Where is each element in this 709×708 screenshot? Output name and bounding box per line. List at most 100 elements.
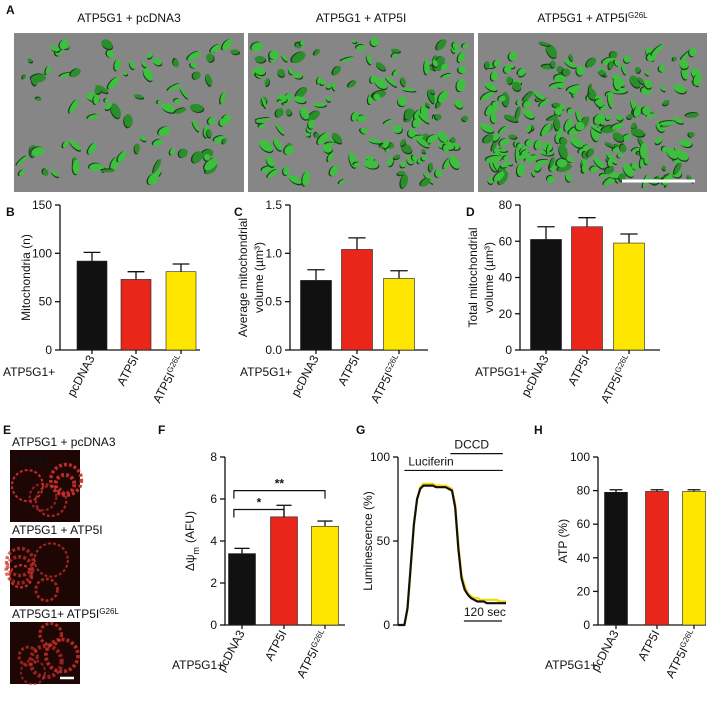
mitochondrion xyxy=(424,59,430,75)
mitochondrion xyxy=(167,83,181,92)
mitochondrion xyxy=(357,115,367,123)
mitochondrion xyxy=(387,157,394,167)
mitochondrion xyxy=(400,77,406,86)
group-label: ATP5G1+ xyxy=(172,658,224,672)
category-label-main: ATP5I xyxy=(565,353,593,388)
mitochondrion xyxy=(515,106,521,121)
mitochondrion xyxy=(62,140,69,148)
category-label-main: ATP5I xyxy=(294,645,322,680)
mitochondrion xyxy=(427,89,435,104)
mitochondrion xyxy=(538,41,550,46)
image-caption-sup: G26L xyxy=(99,607,119,616)
category-label: ATP5I xyxy=(335,353,363,388)
mitochondrion xyxy=(449,155,460,169)
mitochondrion xyxy=(261,97,267,108)
mitochondrion xyxy=(508,134,517,139)
time-scale-label: 120 sec xyxy=(464,605,506,619)
mitochondrion xyxy=(299,40,306,46)
image-title-sup: G26L xyxy=(628,11,648,20)
mitochondrion xyxy=(397,96,407,106)
mitochondrion xyxy=(499,126,508,134)
mitochondrion xyxy=(374,77,388,89)
y-axis-label-sub: m xyxy=(191,547,201,555)
mitochondrion xyxy=(277,100,283,104)
cell-ring xyxy=(4,555,35,585)
mitochondrion xyxy=(427,134,439,144)
mitochondrion xyxy=(594,99,602,104)
mitochondrion xyxy=(566,84,582,93)
mitochondrion xyxy=(534,139,542,150)
mitochondrion xyxy=(499,138,509,147)
image-caption-main: ATP5G1 + ATP5I xyxy=(12,523,103,537)
image-title: ATP5G1 + ATP5I xyxy=(316,11,407,25)
mitochondrion xyxy=(288,67,294,75)
mitochondrion xyxy=(484,60,490,69)
mitochondrion xyxy=(416,137,430,148)
mitochondrion xyxy=(16,155,28,166)
mitochondrion xyxy=(633,105,642,118)
category-label-main: ATP5I xyxy=(663,645,691,680)
bar xyxy=(530,239,562,351)
mitochondrion xyxy=(612,132,624,142)
mitochondrion xyxy=(348,80,357,88)
mitochondrion xyxy=(507,161,513,166)
mitochondrion xyxy=(550,82,565,89)
cell-ring xyxy=(4,546,36,578)
mitochondrion xyxy=(607,93,614,108)
mitochondrion xyxy=(275,108,284,118)
mitochondrion xyxy=(308,110,321,122)
mitochondrion xyxy=(547,176,555,183)
mitochondrion xyxy=(72,159,80,175)
mitochondrion xyxy=(637,77,645,85)
y-axis-label: Total mitochondrial xyxy=(466,227,480,327)
mitochondrion xyxy=(275,123,285,135)
significance-bracket xyxy=(233,490,326,499)
mitochondrion xyxy=(679,139,692,147)
mitochondrion xyxy=(325,96,331,102)
image-title: ATP5G1 + pcDNA3 xyxy=(77,11,181,25)
mitochondrion xyxy=(293,96,306,103)
mitochondrion xyxy=(254,56,266,63)
mitochondrion xyxy=(578,144,590,154)
mitochondrion xyxy=(308,119,316,129)
mitochondrion xyxy=(157,100,162,105)
mitochondrion xyxy=(631,147,641,153)
category-label-main: pcDNA3 xyxy=(288,353,321,399)
mitochondrion xyxy=(399,139,406,146)
y-axis-label: volume (µm³) xyxy=(482,242,496,313)
mitochondrion xyxy=(35,97,42,101)
mitochondrion xyxy=(313,102,326,107)
mitochondrion xyxy=(174,99,181,104)
mitochondrion xyxy=(254,66,266,75)
mitochondrion xyxy=(546,43,558,58)
mitochondrion xyxy=(504,65,512,74)
cell-ring xyxy=(17,645,39,667)
mitochondrion xyxy=(392,69,399,76)
mitochondrion xyxy=(329,165,339,177)
mitochondrion xyxy=(390,48,401,53)
mitochondrion xyxy=(531,170,536,177)
image-caption-main: ATP5G1 + pcDNA3 xyxy=(12,435,116,449)
mitochondrion xyxy=(133,94,144,99)
y-axis-label: Mitochondria (n) xyxy=(19,234,33,321)
mitochondrion xyxy=(518,69,527,77)
mitochondrion xyxy=(421,155,428,161)
mitochondrion xyxy=(88,142,97,155)
mitochondrion xyxy=(630,128,645,137)
mitochondrion xyxy=(251,42,264,52)
mitochondrion xyxy=(501,91,510,107)
bar xyxy=(383,278,415,351)
mitochondrion xyxy=(178,148,188,158)
bar xyxy=(270,516,298,626)
mitochondrion xyxy=(661,165,666,170)
bar xyxy=(165,271,197,351)
mitochondrion xyxy=(104,98,110,103)
category-label-main: pcDNA3 xyxy=(64,353,97,399)
mitochondrion xyxy=(604,142,615,148)
mitochondrion xyxy=(161,103,176,113)
mitochondrion xyxy=(265,155,275,167)
cell-ring xyxy=(34,577,59,602)
mitochondrion xyxy=(566,156,575,163)
mitochondrion xyxy=(515,147,520,163)
mitochondrion xyxy=(332,132,343,144)
